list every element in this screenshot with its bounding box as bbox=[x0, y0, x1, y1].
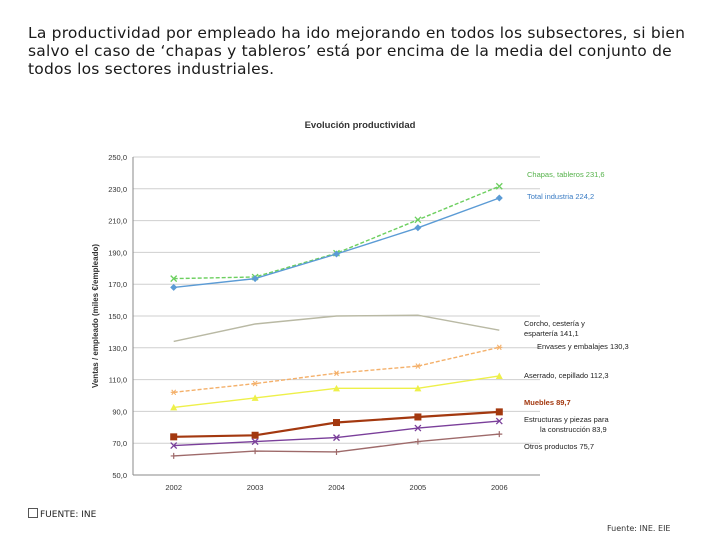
data-point bbox=[495, 194, 503, 202]
bullet-icon bbox=[28, 508, 38, 518]
series-line bbox=[173, 375, 500, 409]
data-point bbox=[414, 363, 421, 369]
y-tick-label: 150,0 bbox=[108, 312, 127, 321]
data-point bbox=[495, 417, 503, 425]
data-point bbox=[170, 442, 178, 450]
data-point bbox=[251, 394, 259, 401]
y-tick-label: 130,0 bbox=[108, 344, 127, 353]
data-point bbox=[252, 448, 259, 455]
data-point bbox=[251, 438, 259, 446]
data-point bbox=[496, 431, 503, 438]
x-tick-label: 2006 bbox=[491, 483, 508, 492]
series-line bbox=[173, 185, 500, 280]
data-point bbox=[170, 283, 178, 291]
data-point bbox=[495, 372, 503, 379]
data-point bbox=[414, 224, 422, 232]
data-point bbox=[251, 275, 259, 283]
data-point bbox=[414, 424, 422, 432]
chart-title: Evolución productividad bbox=[305, 120, 416, 131]
series-labels: Chapas, tableros 231,6 Total industria 22… bbox=[524, 170, 629, 451]
source-left-text: FUENTE: INE bbox=[40, 510, 97, 520]
y-tick-label: 70,0 bbox=[112, 439, 127, 448]
data-point bbox=[414, 438, 421, 445]
y-tick-label: 90,0 bbox=[112, 407, 127, 416]
data-point bbox=[333, 384, 340, 392]
data-point bbox=[414, 216, 422, 224]
data-point bbox=[333, 434, 340, 442]
data-point bbox=[333, 250, 340, 258]
series-label: espartería 141,1 bbox=[524, 329, 579, 338]
y-tick-label: 110,0 bbox=[109, 376, 127, 385]
y-tick-label: 170,0 bbox=[108, 280, 127, 289]
series-label: Muebles 89,7 bbox=[524, 398, 571, 407]
series-label: Envases y embalajes 130,3 bbox=[537, 342, 629, 351]
series-label: la construcción 83,9 bbox=[540, 425, 607, 434]
data-point bbox=[333, 448, 340, 455]
data-point bbox=[170, 452, 177, 459]
y-tick-label: 190,0 bbox=[108, 248, 127, 257]
x-tick-label: 2004 bbox=[328, 483, 345, 492]
data-point bbox=[170, 403, 178, 411]
y-tick-label: 50,0 bbox=[112, 471, 127, 480]
series-label: Otros productos 75,7 bbox=[524, 442, 594, 451]
series-label: Estructuras y piezas para bbox=[524, 415, 609, 424]
series-line bbox=[173, 197, 500, 289]
data-point bbox=[496, 344, 503, 351]
data-point bbox=[170, 275, 178, 283]
x-tick-labels: 2002 2003 2004 2005 2006 bbox=[165, 483, 507, 492]
data-point bbox=[495, 182, 503, 190]
data-point bbox=[333, 370, 340, 377]
series-lines bbox=[170, 182, 503, 459]
source-note-right: Fuente: INE. EIE bbox=[607, 524, 671, 533]
data-point bbox=[414, 384, 422, 392]
series-label: Total industria 224,2 bbox=[527, 192, 594, 201]
data-point bbox=[251, 431, 259, 439]
y-tick-labels: 250,0 230,0 210,0 190,0 170,0 150,0 130,0 110,0… bbox=[108, 153, 127, 480]
intro-text: La productividad por empleado ha ido mej… bbox=[28, 24, 686, 78]
series-label: Corcho, cestería y bbox=[524, 319, 585, 328]
series-line bbox=[173, 314, 500, 343]
y-tick-label: 210,0 bbox=[108, 217, 127, 226]
data-point bbox=[495, 408, 503, 416]
data-point bbox=[170, 389, 177, 396]
data-point bbox=[414, 413, 422, 421]
data-point bbox=[333, 419, 340, 427]
data-point bbox=[170, 433, 178, 441]
y-axis-label: Ventas / empleado (miles €/empleado) bbox=[91, 244, 100, 388]
x-tick-label: 2003 bbox=[247, 483, 264, 492]
series-label: Aserrado, cepillado 112,3 bbox=[524, 371, 609, 380]
series-label: Chapas, tableros 231,6 bbox=[527, 170, 605, 179]
source-note-left: FUENTE: INE bbox=[28, 508, 96, 520]
y-tick-label: 250,0 bbox=[108, 153, 127, 162]
y-tick-label: 230,0 bbox=[108, 185, 127, 194]
x-tick-label: 2005 bbox=[410, 483, 427, 492]
x-tick-label: 2002 bbox=[165, 483, 182, 492]
data-point bbox=[252, 380, 259, 387]
